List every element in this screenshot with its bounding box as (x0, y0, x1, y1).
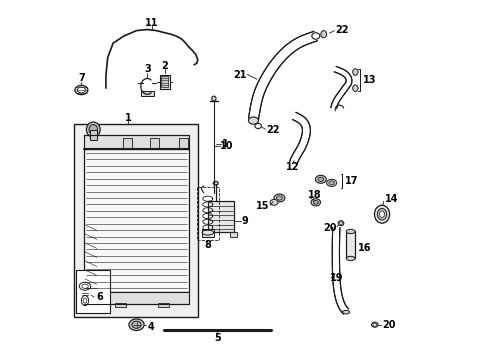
Text: 4: 4 (147, 322, 154, 332)
Ellipse shape (337, 221, 343, 226)
Ellipse shape (374, 205, 389, 223)
Ellipse shape (89, 125, 98, 135)
Ellipse shape (320, 31, 326, 38)
Text: 5: 5 (214, 333, 221, 343)
Text: 18: 18 (307, 190, 321, 200)
Polygon shape (330, 67, 351, 108)
Ellipse shape (129, 319, 144, 330)
Polygon shape (331, 228, 348, 314)
Ellipse shape (276, 196, 282, 200)
Text: 20: 20 (322, 222, 336, 233)
Ellipse shape (75, 85, 88, 95)
Text: 16: 16 (357, 243, 371, 253)
Bar (202, 229, 213, 237)
Bar (230, 232, 236, 237)
Text: 13: 13 (362, 75, 375, 85)
Bar (84, 292, 188, 304)
Bar (178, 138, 187, 148)
Polygon shape (248, 31, 317, 120)
Bar (76, 270, 109, 313)
Bar (141, 91, 153, 96)
Ellipse shape (132, 321, 141, 328)
Text: 22: 22 (265, 125, 279, 135)
Bar (122, 138, 132, 148)
Text: 10: 10 (220, 141, 233, 151)
Ellipse shape (352, 85, 357, 91)
Text: 11: 11 (144, 18, 158, 28)
Text: 21: 21 (232, 70, 246, 80)
Ellipse shape (248, 117, 258, 124)
Ellipse shape (377, 208, 386, 220)
Bar (115, 303, 125, 307)
Bar (84, 135, 188, 149)
Ellipse shape (346, 256, 354, 261)
Ellipse shape (315, 175, 325, 183)
Bar (89, 130, 97, 140)
Ellipse shape (213, 181, 218, 185)
Bar (84, 149, 188, 292)
Text: 8: 8 (204, 240, 211, 250)
Text: 20: 20 (381, 320, 395, 330)
Ellipse shape (326, 179, 336, 186)
Text: 15: 15 (255, 201, 269, 211)
Ellipse shape (211, 96, 216, 101)
Ellipse shape (273, 194, 284, 202)
Text: 17: 17 (345, 176, 358, 186)
Text: 7: 7 (78, 73, 84, 84)
Ellipse shape (352, 69, 357, 75)
Bar (149, 138, 159, 148)
Text: 14: 14 (384, 194, 398, 204)
Text: 6: 6 (96, 292, 102, 302)
Ellipse shape (269, 199, 277, 205)
Bar (197, 187, 218, 240)
Text: 22: 22 (335, 24, 348, 35)
Text: 9: 9 (241, 216, 248, 226)
Polygon shape (289, 112, 310, 165)
Text: 3: 3 (143, 64, 150, 74)
Ellipse shape (313, 201, 318, 204)
Ellipse shape (346, 229, 354, 234)
Ellipse shape (310, 199, 320, 206)
Bar (346, 231, 354, 258)
Text: 12: 12 (285, 162, 299, 172)
Ellipse shape (328, 181, 334, 185)
Ellipse shape (339, 222, 342, 225)
Text: 19: 19 (329, 273, 343, 283)
Bar (159, 75, 169, 89)
Ellipse shape (86, 122, 100, 137)
Bar (161, 76, 168, 87)
Bar (73, 124, 197, 317)
Ellipse shape (317, 177, 323, 181)
Bar (208, 201, 233, 232)
Ellipse shape (77, 87, 85, 93)
Text: 1: 1 (125, 113, 131, 123)
Text: 2: 2 (161, 60, 167, 71)
Text: 1: 1 (222, 139, 228, 149)
Bar (158, 303, 168, 307)
Ellipse shape (342, 310, 349, 314)
Ellipse shape (379, 211, 384, 217)
